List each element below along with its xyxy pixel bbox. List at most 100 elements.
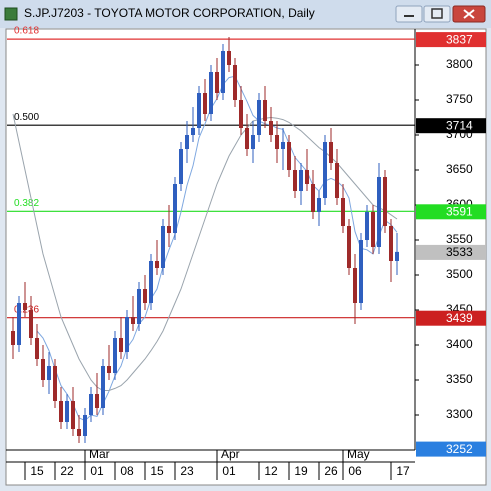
- candle-body: [23, 303, 27, 310]
- fib-level-label: 0.500: [14, 112, 39, 123]
- candle-body: [275, 135, 279, 149]
- candle-body: [233, 65, 237, 100]
- candle-body: [251, 135, 255, 149]
- candle-body: [137, 289, 141, 324]
- candle-body: [47, 366, 51, 380]
- x-tick-label: 15: [30, 464, 44, 478]
- candle-body: [113, 338, 117, 373]
- candle-body: [323, 142, 327, 198]
- candle-body: [59, 401, 63, 422]
- x-tick-label: 12: [264, 464, 278, 478]
- level-price-box: [416, 310, 486, 326]
- fib-level-label: 0.382: [14, 198, 39, 209]
- close-button[interactable]: [452, 5, 486, 23]
- marker-price-box-label: 3252: [446, 442, 473, 456]
- candle-body: [305, 170, 309, 184]
- x-tick-label: 01: [90, 464, 104, 478]
- marker-price-box: [416, 244, 486, 260]
- candle-body: [395, 251, 399, 261]
- month-label: Apr: [221, 447, 240, 461]
- candle-body: [197, 93, 201, 128]
- y-tick-label: 3800: [446, 57, 473, 71]
- candle-body: [155, 261, 159, 268]
- level-price-box-label: 3837: [446, 32, 473, 46]
- candle-body: [35, 338, 39, 359]
- candle-body: [329, 142, 333, 163]
- candle-body: [377, 177, 381, 247]
- candle-body: [119, 338, 123, 352]
- candle-body: [341, 198, 345, 226]
- candle-body: [41, 359, 45, 380]
- candle-body: [347, 226, 351, 268]
- chart-area: [5, 28, 487, 486]
- candle-body: [191, 128, 195, 135]
- fib-level-label: 0.618: [14, 26, 39, 37]
- month-label: May: [347, 447, 370, 461]
- candle-body: [83, 415, 87, 436]
- y-tick-label: 3350: [446, 372, 473, 386]
- candle-body: [203, 93, 207, 114]
- candle-body: [53, 366, 57, 401]
- candle-body: [161, 226, 165, 268]
- candle-body: [311, 184, 315, 212]
- app-icon: [4, 7, 18, 21]
- candle-body: [149, 261, 153, 303]
- y-tick-label: 3550: [446, 232, 473, 246]
- candle-body: [281, 142, 285, 149]
- candle-body: [383, 177, 387, 226]
- window-title: S.JP.J7203 - TOYOTA MOTOR CORPORATION, D…: [24, 6, 315, 20]
- candle-body: [77, 429, 81, 436]
- marker-price-box-label: 3533: [446, 245, 473, 259]
- candle-body: [215, 72, 219, 93]
- candle-body: [239, 100, 243, 128]
- candle-body: [131, 317, 135, 324]
- candle-body: [107, 366, 111, 373]
- x-tick-label: 15: [150, 464, 164, 478]
- candle-body: [17, 303, 21, 345]
- level-price-box-label: 3714: [446, 118, 473, 132]
- level-price-box: [416, 118, 486, 134]
- x-tick-label: 19: [294, 464, 308, 478]
- marker-price-box: [416, 441, 486, 457]
- candle-body: [185, 135, 189, 149]
- x-tick-label: 08: [120, 464, 134, 478]
- candle-body: [143, 289, 147, 303]
- x-tick-label: 01: [222, 464, 236, 478]
- candle-body: [101, 366, 105, 408]
- candle-body: [179, 149, 183, 184]
- minimize-button[interactable]: [395, 5, 423, 23]
- candle-body: [95, 394, 99, 408]
- candle-body: [125, 317, 129, 352]
- candle-body: [227, 51, 231, 65]
- y-tick-label: 3400: [446, 337, 473, 351]
- candle-body: [335, 163, 339, 198]
- x-tick-label: 22: [60, 464, 74, 478]
- level-price-box-label: 3439: [446, 311, 473, 325]
- candle-body: [353, 268, 357, 303]
- candle-body: [287, 142, 291, 170]
- x-tick-label: 26: [324, 464, 338, 478]
- y-tick-label: 3300: [446, 407, 473, 421]
- candle-body: [293, 170, 297, 191]
- candle-body: [257, 100, 261, 135]
- candle-body: [389, 226, 393, 261]
- candle-body: [359, 240, 363, 303]
- candle-body: [371, 212, 375, 247]
- level-price-box: [416, 204, 486, 220]
- candle-body: [71, 401, 75, 429]
- candle-body: [245, 128, 249, 149]
- y-tick-label: 3650: [446, 162, 473, 176]
- candle-body: [173, 184, 177, 233]
- candle-body: [209, 72, 213, 114]
- candle-body: [29, 310, 33, 338]
- candle-body: [263, 100, 267, 121]
- maximize-button[interactable]: [423, 5, 451, 23]
- candle-body: [299, 170, 303, 191]
- candle-body: [221, 51, 225, 93]
- candle-body: [317, 198, 321, 212]
- level-price-box-label: 3591: [446, 204, 473, 218]
- x-tick-label: 06: [348, 464, 362, 478]
- y-tick-label: 3500: [446, 267, 473, 281]
- candle-body: [365, 212, 369, 240]
